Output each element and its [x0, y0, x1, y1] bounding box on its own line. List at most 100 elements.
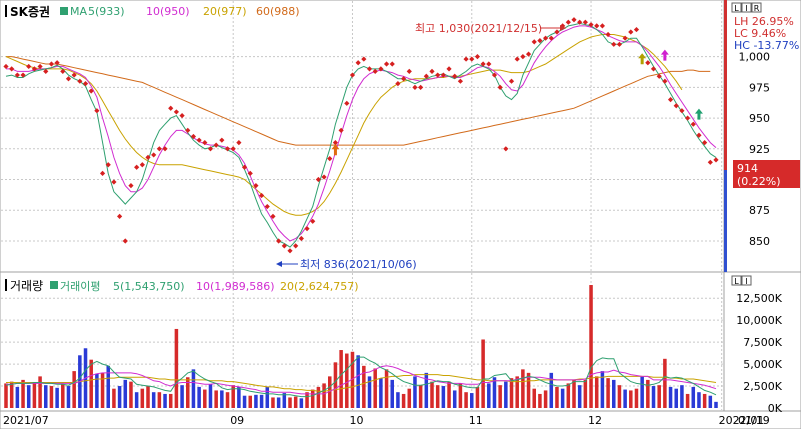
volume-bar [254, 394, 258, 408]
volume-ma10-legend: 10(1,989,586) [196, 280, 275, 293]
volume-bar [373, 368, 377, 408]
price-point [520, 54, 526, 60]
volume-bar [384, 369, 389, 408]
price-point [599, 23, 605, 29]
price-point [543, 35, 549, 41]
volume-bar [498, 385, 502, 408]
signal-arrow-icon [638, 53, 647, 65]
volume-ma20-legend: 20(2,624,757) [280, 280, 359, 293]
price-point [389, 61, 395, 67]
price-point [128, 183, 134, 189]
price-point [690, 121, 696, 127]
volume-bar [447, 381, 451, 408]
high-arrow-icon [560, 25, 566, 31]
price-point [469, 56, 475, 62]
price-point [372, 68, 378, 74]
volume-ma-lines [5, 356, 717, 398]
price-point [395, 81, 401, 87]
volume-title: 거래량 [10, 279, 43, 293]
price-point [503, 146, 509, 152]
price-point [134, 164, 140, 170]
volume-tick-label: 10,000K [736, 314, 782, 327]
price-point [361, 56, 367, 62]
signal-arrow-icon [694, 108, 703, 120]
volume-button-l-label: L [734, 277, 739, 286]
price-point [207, 146, 214, 152]
price-point [48, 61, 55, 67]
ma10-legend: 10(950) [146, 5, 190, 18]
volume-bar [276, 397, 281, 408]
date-tick-label: 2022/01 [719, 414, 765, 427]
volume-button-i[interactable] [741, 275, 752, 286]
price-point [560, 23, 566, 29]
low-arrow-icon [276, 261, 282, 267]
volume-bar [634, 388, 639, 408]
price-point [554, 29, 560, 35]
volume-tick-label: 5,000K [743, 358, 782, 371]
price-point [457, 78, 463, 84]
price-point [117, 213, 123, 219]
volume-bar [333, 362, 338, 408]
date-tick-label: 09 [230, 414, 244, 427]
volume-ma20-line [6, 374, 717, 392]
volume-bar [458, 383, 463, 408]
price-point [139, 162, 145, 168]
volume-bar [390, 379, 395, 408]
price-point [293, 243, 299, 249]
volume-bar [611, 379, 616, 408]
volume-bar [26, 385, 31, 408]
volume-bar [259, 394, 264, 408]
price-point [650, 66, 657, 72]
price-point [531, 39, 537, 45]
price-point [355, 60, 361, 66]
volume-bar [521, 369, 525, 408]
price-point [321, 174, 327, 180]
price-point [60, 68, 66, 74]
volume-ma5-legend: 5(1,543,750) [113, 280, 185, 293]
price-point [474, 54, 481, 60]
price-point [713, 157, 719, 163]
button-l[interactable] [731, 2, 742, 13]
volume-button-l[interactable] [731, 275, 742, 286]
button-i-label: I [745, 4, 747, 13]
volume-bar [356, 355, 360, 408]
price-point [105, 162, 111, 168]
price-point [173, 109, 179, 115]
volume-bar [464, 392, 468, 408]
volume-bar [140, 388, 145, 408]
price-point [616, 41, 623, 47]
volume-bar [129, 381, 133, 408]
volume-bar [401, 393, 406, 408]
date-tick-label: 11 [469, 414, 483, 427]
volume-bar [220, 390, 224, 408]
price-point [219, 137, 225, 143]
volume-bar [248, 395, 253, 408]
price-point [480, 61, 486, 67]
price-point [264, 203, 270, 210]
price-point [65, 76, 72, 82]
price-point [696, 132, 702, 138]
volume-bar [49, 386, 54, 408]
volume-bar [89, 359, 93, 408]
volume-bar [396, 392, 400, 408]
volume-bar [407, 388, 412, 408]
price-point [565, 19, 571, 25]
buy-arrow-icon [331, 144, 340, 156]
volume-bar [589, 285, 593, 408]
price-point [406, 68, 412, 74]
volume-bar [163, 393, 167, 408]
volume-bar [663, 358, 667, 408]
price-point [332, 140, 339, 146]
price-tick-label: 875 [749, 204, 770, 217]
price-point [259, 192, 265, 199]
volume-bar [100, 372, 105, 408]
price-point [514, 56, 520, 62]
stat-hc: HC -13.77% [734, 39, 799, 52]
button-i[interactable] [741, 2, 752, 13]
button-r[interactable] [751, 2, 762, 13]
volume-bar [640, 376, 644, 408]
price-ma-lines [5, 22, 717, 248]
price-point [628, 29, 634, 35]
volume-bar [685, 393, 690, 408]
